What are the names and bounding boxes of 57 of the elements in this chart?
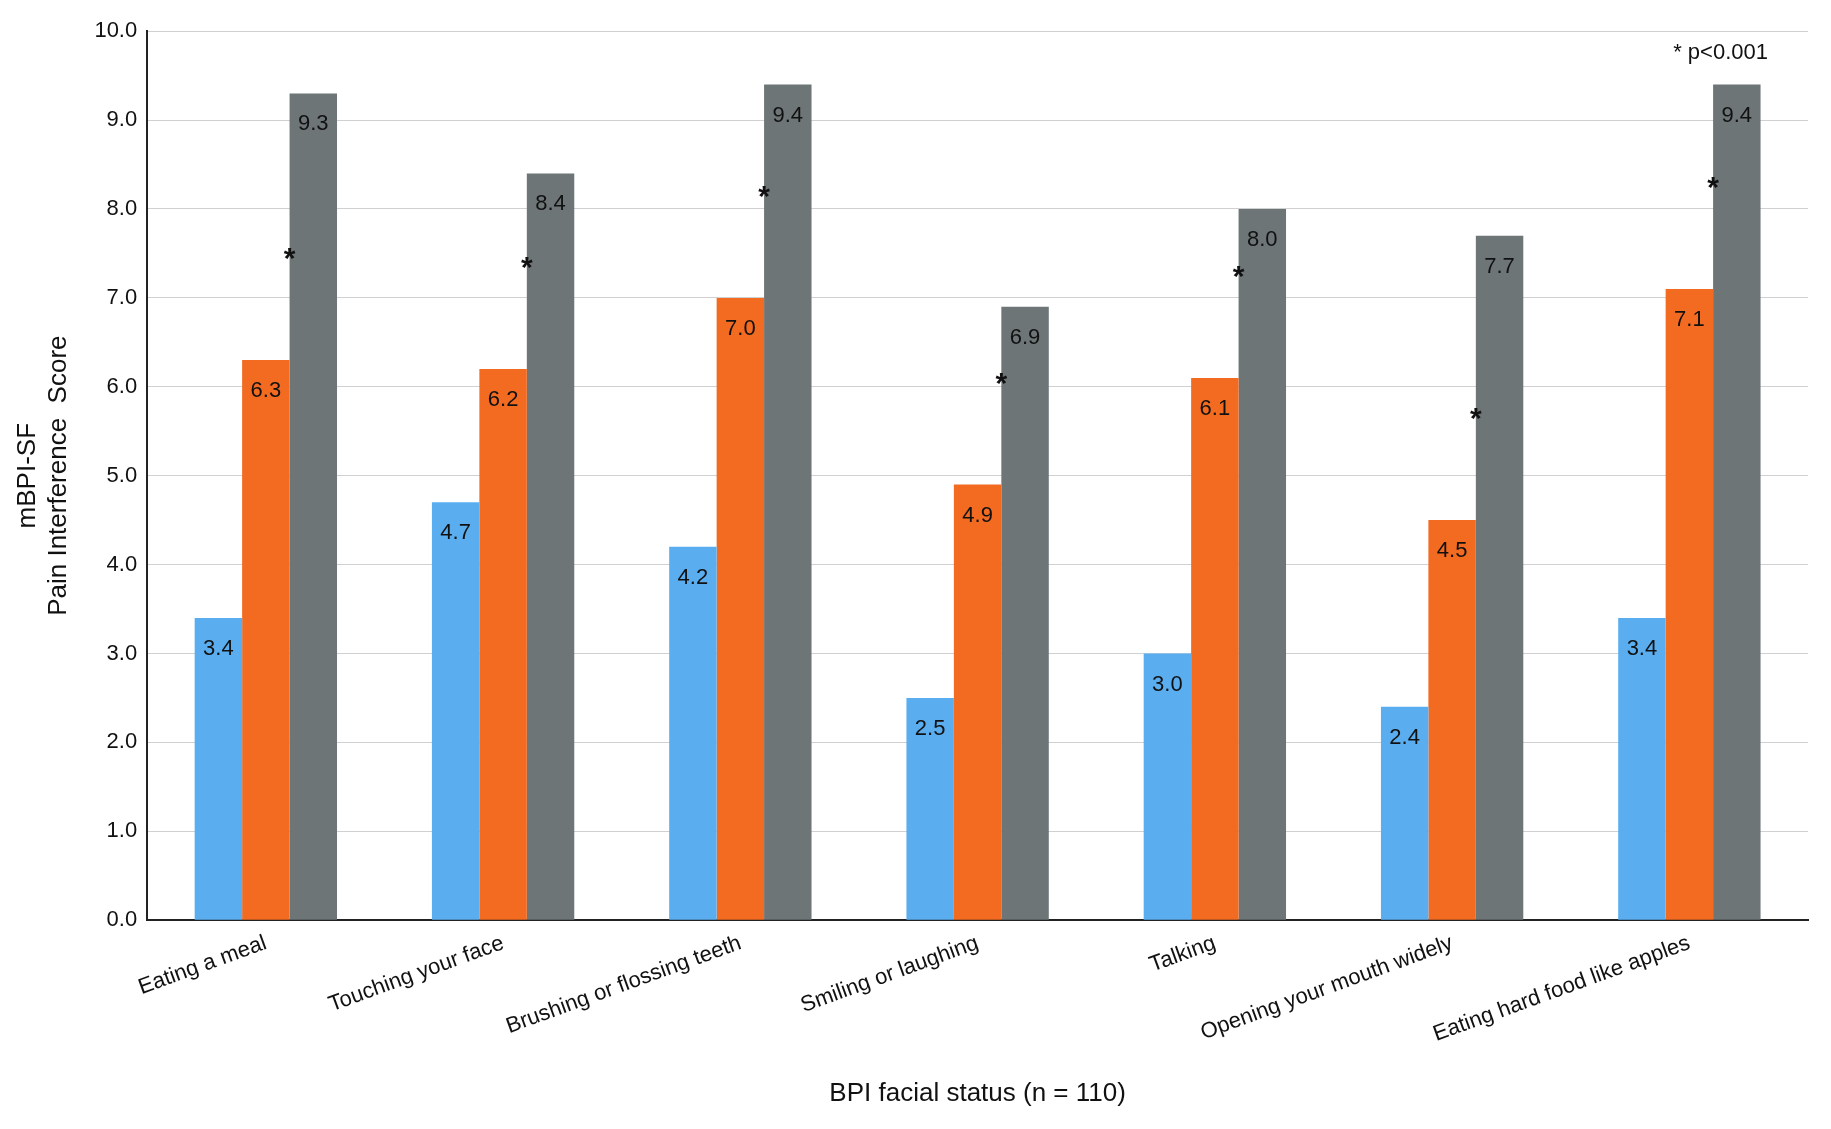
annotation: * — [758, 179, 771, 213]
data-label: 6.1 — [1199, 394, 1231, 420]
y-tick-label: 7.0 — [106, 283, 138, 309]
y-tick-label: 9.0 — [106, 106, 138, 132]
data-label: 6.2 — [487, 386, 519, 412]
y-tick-label: 8.0 — [106, 195, 138, 221]
y-tick-label: 0.0 — [106, 906, 138, 932]
annotation: * — [283, 241, 296, 275]
data-label: 4.7 — [440, 519, 471, 545]
data-label: 2.4 — [1389, 723, 1420, 749]
bar — [669, 546, 717, 920]
bar — [1380, 706, 1429, 920]
bar — [1428, 520, 1476, 920]
data-label: 4.9 — [962, 501, 993, 527]
data-label: 4.2 — [677, 563, 709, 589]
bar — [479, 368, 527, 920]
bar — [1618, 617, 1666, 920]
bar — [1665, 288, 1714, 920]
bar — [906, 697, 954, 920]
data-label: 8.4 — [535, 190, 566, 216]
x-axis-title: BPI facial status (n = 110) — [829, 1076, 1126, 1107]
data-label: 6.9 — [1009, 323, 1041, 349]
y-tick-label: 3.0 — [106, 639, 138, 665]
bar — [242, 360, 290, 920]
y-tick-label: 1.0 — [106, 817, 138, 843]
annotation: * p<0.001 — [1673, 39, 1768, 65]
data-label: 7.7 — [1484, 252, 1515, 278]
data-label: 6.3 — [250, 377, 282, 403]
y-tick-label: 6.0 — [106, 372, 138, 398]
data-label: 3.4 — [1626, 634, 1658, 660]
data-label: 3.4 — [203, 634, 234, 660]
bar — [431, 502, 480, 920]
bar — [194, 617, 243, 920]
data-label: 8.0 — [1247, 226, 1278, 252]
y-tick-label: 10.0 — [94, 17, 138, 43]
annotation: * — [520, 250, 533, 284]
bar — [1143, 653, 1192, 920]
data-label: 9.3 — [298, 110, 329, 136]
annotation: * — [1470, 401, 1482, 435]
data-label: 7.0 — [725, 314, 756, 340]
data-label: 4.5 — [1436, 537, 1468, 563]
y-tick-label: 2.0 — [106, 728, 138, 754]
bar — [716, 297, 765, 920]
data-label: 3.0 — [1152, 670, 1183, 696]
bar — [953, 484, 1002, 920]
y-axis-title: mBPI-SF Pain Interference Score — [10, 335, 72, 616]
data-label: 2.5 — [914, 714, 946, 740]
annotation: * — [1707, 170, 1720, 204]
x-tick-label: Eating a meal — [134, 929, 270, 999]
data-label: 7.1 — [1674, 306, 1705, 332]
bar — [1191, 377, 1239, 920]
y-tick-label: 4.0 — [106, 550, 138, 576]
x-tick-label: Talking — [1145, 929, 1219, 977]
annotation: * — [1232, 259, 1245, 293]
data-label: 9.4 — [1721, 101, 1753, 127]
y-tick-label: 5.0 — [106, 461, 138, 487]
data-label: 9.4 — [772, 101, 804, 127]
